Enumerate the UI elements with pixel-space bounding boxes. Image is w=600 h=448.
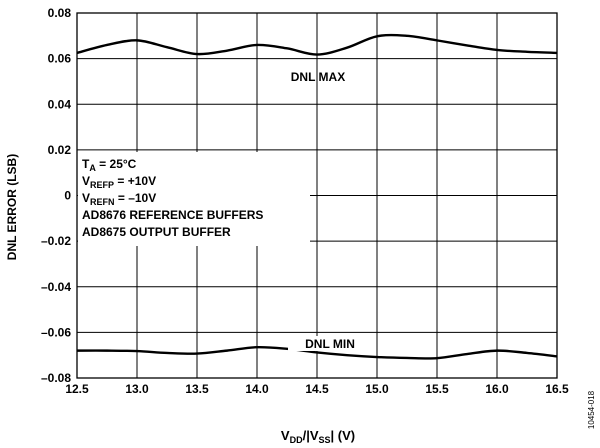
series-label-dnl-min-bg	[288, 336, 372, 351]
condition-line: AD8675 OUTPUT BUFFER	[82, 225, 231, 239]
y-tick-label: 0	[64, 189, 71, 203]
y-tick-label: –0.06	[41, 325, 71, 339]
x-tick-label: 13.5	[185, 382, 209, 396]
x-tick-labels: 12.5 13.0 13.5 14.0 14.5 15.0 15.5 16.0 16.5	[65, 382, 569, 396]
condition-line: VREFN = –10V	[82, 191, 156, 207]
condition-line: VREFP = +10V	[82, 174, 156, 190]
series-label-dnl-max: DNL MAX	[291, 70, 345, 84]
y-tick-label: –0.08	[41, 371, 71, 385]
condition-line: AD8676 REFERENCE BUFFERS	[82, 208, 263, 222]
x-tick-label: 13.0	[125, 382, 149, 396]
y-tick-label: 0.06	[48, 52, 72, 66]
y-tick-labels: 0.08 0.06 0.04 0.02 0 –0.02 –0.04 –0.06 –0.08	[41, 6, 71, 385]
x-tick-label: 15.0	[365, 382, 389, 396]
figure-id: 10454-018	[587, 390, 596, 429]
series-line-dnl-min	[76, 345, 558, 360]
y-tick-label: –0.04	[41, 280, 71, 294]
series-lines	[76, 33, 558, 360]
condition-line: TA = 25°C	[82, 157, 137, 173]
x-tick-label: 15.5	[425, 382, 449, 396]
x-tick-label: 16.5	[545, 382, 569, 396]
x-tick-label: 14.5	[305, 382, 329, 396]
y-axis-label: DNL ERROR (LSB)	[5, 154, 19, 260]
y-tick-label: 0.04	[48, 97, 72, 111]
y-tick-label: 0.02	[48, 143, 72, 157]
series-line-dnl-max	[76, 33, 558, 56]
x-tick-label: 16.0	[485, 382, 509, 396]
series-label-dnl-min: DNL MIN	[305, 337, 355, 351]
x-tick-label: 14.0	[245, 382, 269, 396]
conditions-bg	[78, 152, 310, 246]
x-axis-label: VDD/|VSS| (V)	[281, 428, 355, 445]
x-tick-label: 12.5	[65, 382, 89, 396]
y-tick-label: –0.02	[41, 234, 71, 248]
y-tick-label: 0.08	[48, 6, 72, 20]
plot-frame	[76, 12, 558, 379]
